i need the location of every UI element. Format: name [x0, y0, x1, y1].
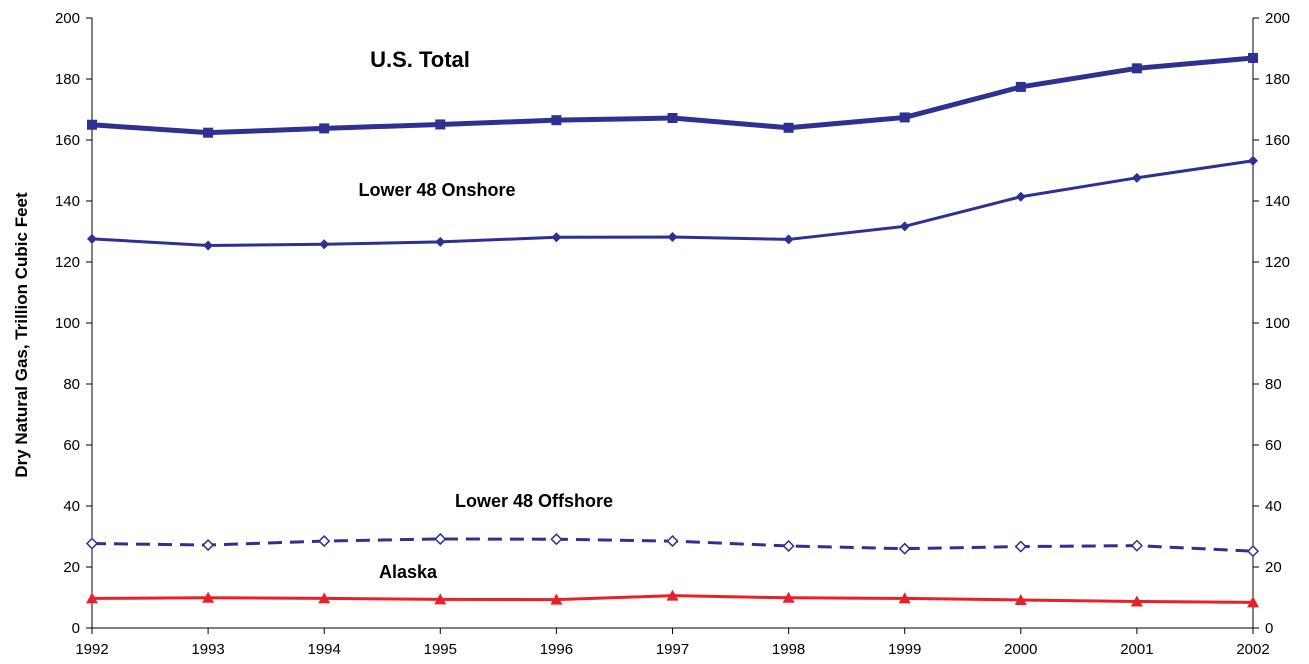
right-y-tick-label: 180: [1265, 71, 1290, 88]
x-tick-label: 1994: [308, 641, 341, 658]
left-y-tick-label: 40: [63, 498, 80, 515]
left-y-tick-label: 100: [55, 315, 80, 332]
data-point-lower-48-onshore: [667, 231, 678, 242]
data-point-alaska: [434, 593, 447, 605]
data-point-lower-48-onshore: [435, 236, 446, 247]
data-point-lower-48-onshore: [899, 221, 910, 232]
data-point-alaska: [1014, 593, 1027, 605]
right-y-tick-label: 140: [1265, 193, 1290, 210]
left-y-tick-label: 80: [63, 376, 80, 393]
data-point-lower-48-onshore: [551, 232, 562, 243]
axes: [86, 17, 1259, 634]
data-point-lower-48-offshore: [782, 539, 795, 553]
data-point-alaska: [898, 592, 911, 604]
data-point-u-s-total: [899, 112, 910, 123]
left-y-tick-label: 120: [55, 254, 80, 271]
data-point-alaska: [86, 592, 98, 604]
x-tick-label: 1997: [656, 641, 689, 658]
data-point-lower-48-onshore: [1015, 191, 1026, 202]
data-point-lower-48-offshore: [318, 535, 331, 548]
x-tick-label: 2001: [1120, 641, 1153, 658]
right-y-tick-label: 60: [1265, 437, 1282, 454]
x-tick-label: 1998: [772, 641, 805, 658]
right-y-tick-label: 120: [1265, 254, 1290, 271]
x-tick-labels: 1992 1993 1994 1995 1996 1997 1998 1999 2000 2001…: [75, 641, 1269, 658]
data-point-lower-48-offshore: [898, 542, 911, 555]
series-group: [85, 52, 1260, 608]
data-point-u-s-total: [551, 115, 562, 126]
series-label-lower-48-onshore: Lower 48 Onshore: [358, 180, 515, 200]
x-tick-label: 1999: [888, 641, 921, 658]
right-y-tick-label: 160: [1265, 132, 1290, 149]
data-point-u-s-total: [319, 123, 330, 134]
left-y-tick-label: 0: [72, 620, 80, 637]
data-point-lower-48-offshore: [1014, 540, 1027, 553]
series-u-s-total: [87, 52, 1258, 138]
data-point-u-s-total: [1131, 63, 1142, 74]
x-tick-label: 2002: [1236, 641, 1269, 658]
series-label-alaska: Alaska: [379, 562, 438, 582]
data-point-u-s-total: [435, 119, 446, 130]
series-label-lower-48-offshore: Lower 48 Offshore: [455, 491, 613, 511]
x-tick-label: 2000: [1004, 641, 1037, 658]
right-y-tick-label: 40: [1265, 498, 1282, 515]
data-point-lower-48-offshore: [202, 538, 215, 552]
data-point-alaska: [666, 589, 679, 601]
data-point-lower-48-onshore: [319, 239, 330, 250]
data-point-u-s-total: [667, 113, 678, 124]
series-lower-48-onshore: [87, 155, 1258, 251]
data-point-lower-48-onshore: [203, 240, 214, 251]
data-point-lower-48-offshore: [666, 535, 679, 548]
data-point-u-s-total: [783, 122, 794, 133]
data-point-lower-48-offshore: [434, 532, 447, 546]
data-point-alaska: [1130, 595, 1143, 607]
right-y-tick-label: 0: [1265, 620, 1273, 637]
left-y-tick-label: 200: [55, 10, 80, 27]
data-point-u-s-total: [1015, 81, 1026, 92]
data-point-lower-48-onshore: [87, 233, 97, 244]
data-point-u-s-total: [203, 127, 214, 138]
data-point-alaska: [782, 591, 795, 603]
series-alaska: [86, 589, 1259, 608]
right-y-tick-label: 200: [1265, 10, 1290, 27]
series-labels: U.S. Total Lower 48 Onshore Lower 48 Offsh…: [358, 47, 613, 582]
data-point-alaska: [550, 593, 563, 605]
right-y-tick-label: 20: [1265, 559, 1282, 576]
left-y-tick-label: 160: [55, 132, 80, 149]
data-point-u-s-total: [87, 119, 97, 130]
data-point-lower-48-offshore: [1130, 539, 1143, 552]
series-lower-48-offshore: [85, 532, 1260, 558]
left-y-tick-label: 180: [55, 71, 80, 88]
data-point-lower-48-onshore: [1248, 155, 1258, 166]
x-tick-label: 1995: [424, 641, 457, 658]
data-point-u-s-total: [1248, 52, 1258, 63]
x-tick-label: 1996: [540, 641, 573, 658]
data-point-alaska: [1247, 596, 1259, 608]
right-y-tick-labels: 0 20 40 60 80 100 120 140 160 180 200: [1265, 10, 1290, 637]
left-y-tick-label: 20: [63, 559, 80, 576]
series-label-u-s-total: U.S. Total: [370, 47, 470, 72]
left-y-tick-label: 60: [63, 437, 80, 454]
right-y-tick-label: 100: [1265, 315, 1290, 332]
x-tick-label: 1993: [191, 641, 224, 658]
data-point-lower-48-offshore: [85, 537, 99, 550]
data-point-lower-48-onshore: [1131, 172, 1142, 183]
data-point-lower-48-offshore: [1246, 545, 1260, 558]
data-point-alaska: [318, 592, 331, 604]
x-tick-label: 1992: [75, 641, 108, 658]
data-point-lower-48-offshore: [550, 533, 563, 546]
left-y-tick-labels: 0 20 40 60 80 100 120 140 160 180 200: [55, 10, 80, 637]
right-y-tick-label: 80: [1265, 376, 1282, 393]
left-y-tick-label: 140: [55, 193, 80, 210]
data-point-lower-48-onshore: [783, 234, 794, 245]
y-axis-label: Dry Natural Gas, Trillion Cubic Feet: [12, 192, 31, 478]
data-point-alaska: [202, 591, 215, 603]
